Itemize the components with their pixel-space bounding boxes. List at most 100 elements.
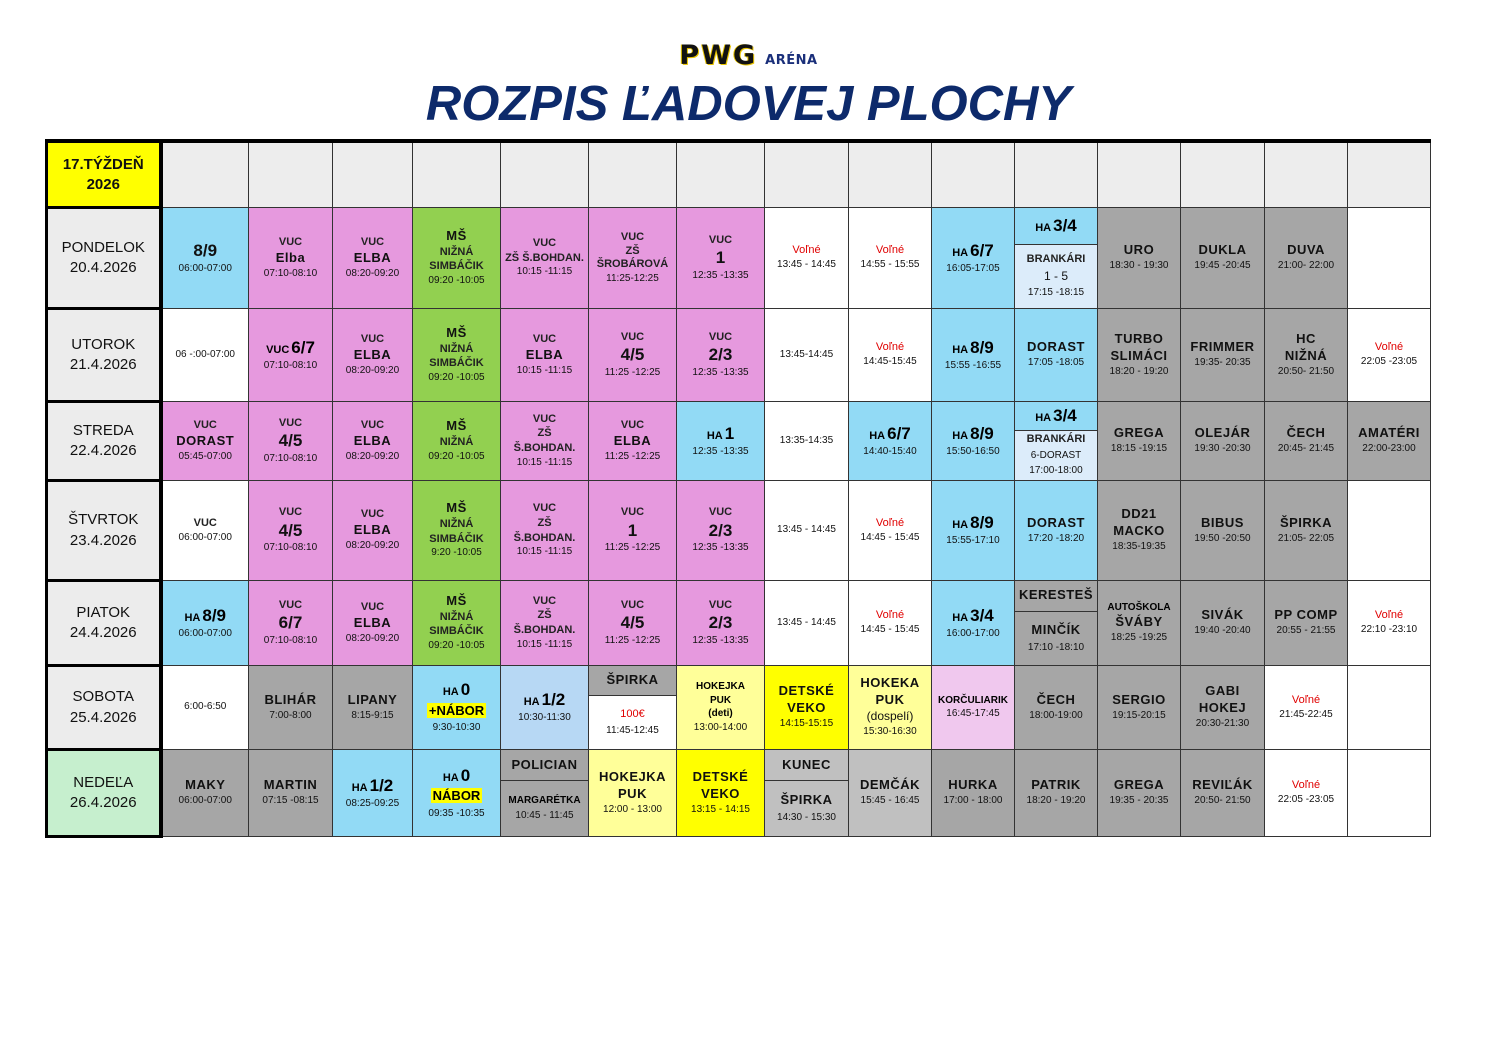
time-slot: 15:55-17:10	[946, 535, 1000, 547]
booking-cell: VUC 2/3 12:35 -13:35	[676, 579, 765, 666]
booking-label: 6/7	[278, 613, 303, 633]
time-slot: 7:00-8:00	[269, 709, 312, 721]
booking-label: FRIMMER	[1190, 339, 1255, 355]
booking-cell: HOKEKA PUK (dospelí) 15:30-16:30	[848, 664, 932, 750]
booking-cell: MŠ NIŽNÁ SIMBÁČIK 09:20 -10:05	[412, 307, 501, 402]
booking-cell: VUC Elba 07:10-08:10	[248, 206, 333, 309]
booking-cell: DETSKÉ VEKO 14:15-15:15	[764, 664, 849, 750]
booking-cell: FRIMMER 19:35- 20:35	[1180, 307, 1265, 402]
booking-label: MAKY	[185, 777, 226, 793]
booking-label: VUC	[193, 418, 217, 431]
day-date: 24.4.2026	[69, 624, 137, 641]
booking-label: BRANKÁRI	[1026, 253, 1086, 266]
time-slot: 12:35 -13:35	[692, 542, 749, 554]
booking-cell: GABI HOKEJ 20:30-21:30	[1180, 664, 1265, 750]
booking-label: (deti)	[708, 708, 733, 719]
header-row: 17.TÝŽDEŇ 2026	[45, 139, 1431, 209]
group-prefix: HA	[442, 771, 459, 784]
booking-label: SIMBÁČIK	[429, 625, 484, 638]
booking-cell: VUC 4/5 07:10-08:10	[248, 479, 333, 581]
time-slot: 20:30-21:30	[1195, 718, 1250, 730]
booking-label: VUC	[620, 418, 645, 431]
booking-cell: AMATÉRI 22:00-23:00	[1347, 400, 1431, 481]
group-number: 0	[460, 765, 471, 785]
booking-label: Voľné	[1291, 779, 1321, 792]
booking-cell: HA 6/7 14:40-15:40	[848, 400, 932, 481]
booking-cell: HA 6/7 16:05-17:05	[931, 206, 1015, 309]
day-date: 23.4.2026	[69, 531, 137, 549]
booking-cell: Voľné 14:45 - 15:45	[848, 479, 932, 581]
time-slot: 08:20-09:20	[345, 364, 400, 376]
split-booking: HA 3/4 BRANKÁRI 1 - 5 17:15 -18:15	[1015, 208, 1097, 307]
booking-label: ELBA	[353, 346, 392, 362]
booking-cell: HA 3/4 16:00-17:00	[931, 579, 1015, 666]
time-slot: 21:00- 22:00	[1277, 260, 1335, 272]
time-slot: 11:25 -12:25	[604, 542, 661, 554]
group-number: 1/2	[369, 775, 394, 795]
booking-label: ZŠ	[537, 427, 552, 440]
day-name: SOBOTA	[72, 688, 134, 706]
booking-label: VUC	[708, 233, 733, 246]
booking-label: DETSKÉ	[692, 768, 749, 784]
booking-label: GREGA	[1113, 777, 1165, 793]
time-slot: 14:45 - 15:45	[860, 531, 920, 543]
booking-label: SLIMÁCI	[1110, 347, 1168, 363]
booking-cell: REVIĽÁK 20:50- 21:50	[1180, 748, 1265, 837]
group-prefix: HA	[442, 686, 459, 699]
booking-label: NIŽNÁ	[439, 518, 474, 531]
booking-cell: DEMČÁK 15:45 - 16:45	[848, 748, 932, 837]
booking-label: ŠPIRKA	[606, 671, 659, 687]
booking-cell: 6:00-6:50	[160, 664, 249, 750]
booking-label: DORAST	[1027, 339, 1085, 355]
booking-label: BRANKÁRI	[1026, 433, 1086, 446]
time-slot: 15:45 - 16:45	[860, 795, 920, 807]
time-slot: 10:15 -11:15	[516, 638, 573, 650]
booking-cell: VUC ZŠ Š.BOHDAN. 10:15 -11:15	[500, 206, 589, 309]
booking-label: MARTIN	[263, 777, 318, 793]
split-booking: KUNEC ŠPIRKA 14:30 - 15:30	[765, 750, 848, 835]
booking-cell: ŠPIRKA 100€ 11:45-12:45	[588, 664, 677, 750]
booking-label: KUNEC	[782, 756, 831, 772]
group-number: 8/9	[970, 337, 994, 357]
split-booking: POLICIAN MARGARÉTKA 10:45 - 11:45	[501, 750, 588, 835]
booking-cell: DORAST 17:20 -18:20	[1014, 479, 1098, 581]
time-slot: 09:20 -10:05	[428, 274, 485, 286]
header-cell	[931, 140, 1015, 208]
highlight-wrap: +NÁBOR	[414, 702, 500, 720]
time-slot: 18:30 - 19:30	[1109, 260, 1169, 272]
booking-label: ČECH	[1036, 691, 1076, 707]
booking-cell: URO 18:30 - 19:30	[1097, 206, 1181, 309]
booking-cell: PP COMP 20:55 - 21:55	[1264, 579, 1348, 666]
time-slot: 10:15 -11:15	[516, 456, 573, 468]
booking-cell: OLEJÁR 19:30 -20:30	[1180, 400, 1265, 481]
time-slot: 6-DORAST	[1030, 449, 1082, 461]
booking-label: Š.BOHDAN.	[513, 531, 576, 544]
group-label: HA 0	[414, 680, 500, 700]
booking-label: POLICIAN	[511, 756, 578, 772]
booking-label: VUC	[620, 230, 645, 243]
booking-cell: VUC ZŠ Š.BOHDAN. 10:15 -11:15	[500, 479, 589, 581]
booking-label: GREGA	[1113, 425, 1165, 441]
time-slot: 07:10-08:10	[263, 267, 318, 279]
booking-cell: HOKEJKA PUK (deti) 13:00-14:00	[676, 664, 765, 750]
time-slot: 15:50-16:50	[946, 445, 1000, 457]
booking-label: DORAST	[176, 432, 235, 448]
booking-label: 100€	[620, 708, 645, 721]
booking-cell: ČECH 18:00-19:00	[1014, 664, 1098, 750]
booking-label: AUTOŠKOLA	[1107, 601, 1171, 613]
booking-label: HOKEJKA	[598, 768, 667, 784]
time-slot: 17:10 -18:10	[1027, 641, 1085, 653]
booking-cell: VUC 1 12:35 -13:35	[676, 206, 765, 309]
split-bottom: BRANKÁRI 6-DORAST 17:00-18:00	[1015, 430, 1097, 479]
booking-label: ELBA	[613, 432, 652, 448]
booking-cell: VUC 2/3 12:35 -13:35	[676, 307, 765, 402]
time-slot: 14:45-15:45	[863, 356, 917, 368]
booking-cell	[1347, 664, 1431, 750]
booking-cell: HA 0 NÁBOR 09:35 -10:35	[412, 748, 501, 837]
booking-label: PP COMP	[1274, 607, 1338, 623]
highlight-label: NÁBOR	[430, 788, 483, 804]
booking-cell: SERGIO 19:15-20:15	[1097, 664, 1181, 750]
booking-label: Voľné	[1374, 609, 1404, 622]
time-slot: 15:55 -16:55	[944, 359, 1002, 371]
time-slot: 19:45 -20:45	[1194, 260, 1251, 272]
